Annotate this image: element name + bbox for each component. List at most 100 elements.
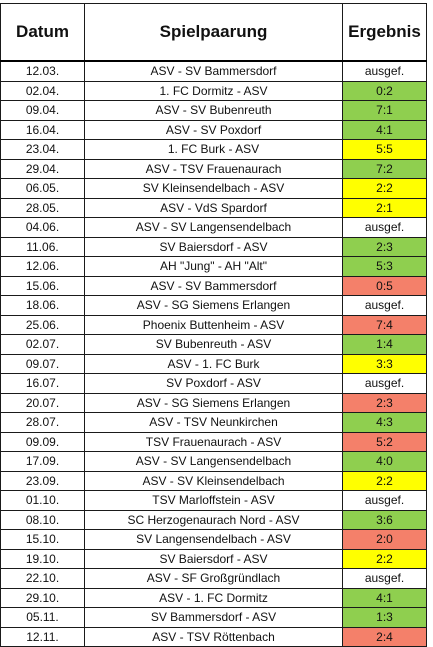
row-date: 09.07. xyxy=(0,353,85,374)
table-row: 16.07. SV Poxdorf - ASV ausgef. xyxy=(0,373,427,394)
table-body: 12.03. ASV - SV Bammersdorf ausgef. 02.04. 1… xyxy=(0,60,427,647)
row-match: SV Poxdorf - ASV xyxy=(84,373,343,394)
row-date: 04.06. xyxy=(0,217,85,238)
table-row: 29.04. ASV - TSV Frauenaurach 7:2 xyxy=(0,158,427,179)
table-row: 11.06. SV Baiersdorf - ASV 2:3 xyxy=(0,236,427,257)
table-row: 18.06. ASV - SG Siemens Erlangen ausgef. xyxy=(0,295,427,316)
row-result: ausgef. xyxy=(342,217,427,238)
row-result: 1:4 xyxy=(342,334,427,355)
row-date: 22.10. xyxy=(0,568,85,589)
row-match: ASV - SV Bubenreuth xyxy=(84,100,343,121)
row-result: 5:3 xyxy=(342,256,427,277)
table-row: 12.03. ASV - SV Bammersdorf ausgef. xyxy=(0,60,427,82)
table-row: 12.06. AH "Jung" - AH "Alt" 5:3 xyxy=(0,256,427,277)
row-date: 12.11. xyxy=(0,626,85,647)
row-match: SV Baiersdorf - ASV xyxy=(84,548,343,569)
table-row: 12.11. ASV - TSV Röttenbach 2:4 xyxy=(0,626,427,647)
row-date: 16.04. xyxy=(0,119,85,140)
row-match: 1. FC Dormitz - ASV xyxy=(84,80,343,101)
table-row: 16.04. ASV - SV Poxdorf 4:1 xyxy=(0,119,427,140)
row-result: ausgef. xyxy=(342,568,427,589)
row-match: ASV - TSV Neunkirchen xyxy=(84,412,343,433)
row-date: 12.06. xyxy=(0,256,85,277)
header-row: Datum Spielpaarung Ergebnis xyxy=(0,3,427,62)
row-match: ASV - SV Poxdorf xyxy=(84,119,343,140)
row-match: ASV - SV Kleinsendelbach xyxy=(84,470,343,491)
row-match: SC Herzogenaurach Nord - ASV xyxy=(84,509,343,530)
row-match: SV Bammersdorf - ASV xyxy=(84,607,343,628)
row-date: 02.07. xyxy=(0,334,85,355)
row-result: 5:5 xyxy=(342,139,427,160)
row-result: 2:2 xyxy=(342,178,427,199)
row-result: 2:2 xyxy=(342,470,427,491)
row-match: SV Baiersdorf - ASV xyxy=(84,236,343,257)
row-date: 17.09. xyxy=(0,451,85,472)
row-match: ASV - SV Bammersdorf xyxy=(84,60,343,82)
table-row: 02.04. 1. FC Dormitz - ASV 0:2 xyxy=(0,80,427,101)
row-match: ASV - SV Langensendelbach xyxy=(84,217,343,238)
row-date: 28.05. xyxy=(0,197,85,218)
table-row: 02.07. SV Bubenreuth - ASV 1:4 xyxy=(0,334,427,355)
row-date: 16.07. xyxy=(0,373,85,394)
row-match: ASV - TSV Röttenbach xyxy=(84,626,343,647)
row-match: AH "Jung" - AH "Alt" xyxy=(84,256,343,277)
row-result: 1:3 xyxy=(342,607,427,628)
row-result: 2:3 xyxy=(342,392,427,413)
table-row: 23.04. 1. FC Burk - ASV 5:5 xyxy=(0,139,427,160)
row-match: ASV - VdS Spardorf xyxy=(84,197,343,218)
table-row: 29.10. ASV - 1. FC Dormitz 4:1 xyxy=(0,587,427,608)
row-match: TSV Frauenaurach - ASV xyxy=(84,431,343,452)
table-row: 06.05. SV Kleinsendelbach - ASV 2:2 xyxy=(0,178,427,199)
row-match: Phoenix Buttenheim - ASV xyxy=(84,314,343,335)
row-result: 2:3 xyxy=(342,236,427,257)
row-match: SV Langensendelbach - ASV xyxy=(84,529,343,550)
row-date: 06.05. xyxy=(0,178,85,199)
row-result: 4:1 xyxy=(342,587,427,608)
row-date: 23.09. xyxy=(0,470,85,491)
row-result: 2:2 xyxy=(342,548,427,569)
table-row: 23.09. ASV - SV Kleinsendelbach 2:2 xyxy=(0,470,427,491)
table-row: 09.07. ASV - 1. FC Burk 3:3 xyxy=(0,353,427,374)
row-match: 1. FC Burk - ASV xyxy=(84,139,343,160)
row-date: 05.11. xyxy=(0,607,85,628)
table-row: 15.06. ASV - SV Bammersdorf 0:5 xyxy=(0,275,427,296)
row-match: ASV - 1. FC Dormitz xyxy=(84,587,343,608)
header-date: Datum xyxy=(0,3,85,62)
row-result: 4:0 xyxy=(342,451,427,472)
row-match: ASV - SF Großgründlach xyxy=(84,568,343,589)
row-result: 4:1 xyxy=(342,119,427,140)
table-row: 19.10. SV Baiersdorf - ASV 2:2 xyxy=(0,548,427,569)
row-date: 29.04. xyxy=(0,158,85,179)
header-result: Ergebnis xyxy=(342,3,427,62)
row-match: ASV - SG Siemens Erlangen xyxy=(84,392,343,413)
row-date: 18.06. xyxy=(0,295,85,316)
table-row: 25.06. Phoenix Buttenheim - ASV 7:4 xyxy=(0,314,427,335)
row-result: 3:3 xyxy=(342,353,427,374)
header-match: Spielpaarung xyxy=(84,3,343,62)
row-result: 7:2 xyxy=(342,158,427,179)
row-result: 2:4 xyxy=(342,626,427,647)
row-result: 2:0 xyxy=(342,529,427,550)
row-date: 15.10. xyxy=(0,529,85,550)
row-result: 4:3 xyxy=(342,412,427,433)
row-match: ASV - SV Bammersdorf xyxy=(84,275,343,296)
row-date: 28.07. xyxy=(0,412,85,433)
row-date: 11.06. xyxy=(0,236,85,257)
row-result: ausgef. xyxy=(342,490,427,511)
table-row: 04.06. ASV - SV Langensendelbach ausgef. xyxy=(0,217,427,238)
row-date: 19.10. xyxy=(0,548,85,569)
row-match: SV Bubenreuth - ASV xyxy=(84,334,343,355)
table-header: Datum Spielpaarung Ergebnis xyxy=(0,3,427,62)
results-table: Datum Spielpaarung Ergebnis 12.03. ASV - … xyxy=(0,3,427,647)
row-date: 09.09. xyxy=(0,431,85,452)
row-date: 25.06. xyxy=(0,314,85,335)
row-result: 7:4 xyxy=(342,314,427,335)
row-result: 0:2 xyxy=(342,80,427,101)
row-match: ASV - 1. FC Burk xyxy=(84,353,343,374)
table-row: 28.07. ASV - TSV Neunkirchen 4:3 xyxy=(0,412,427,433)
row-match: ASV - SG Siemens Erlangen xyxy=(84,295,343,316)
row-match: TSV Marloffstein - ASV xyxy=(84,490,343,511)
row-result: ausgef. xyxy=(342,373,427,394)
row-date: 08.10. xyxy=(0,509,85,530)
row-match: ASV - TSV Frauenaurach xyxy=(84,158,343,179)
